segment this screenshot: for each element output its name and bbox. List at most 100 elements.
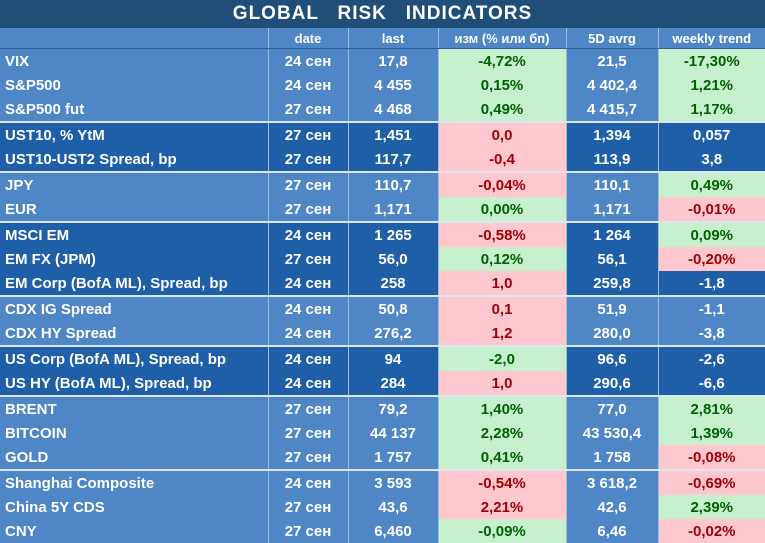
last-value-cell: 117,7 <box>347 147 438 172</box>
weekly-trend-cell: -6,6 <box>657 371 765 396</box>
date-cell: 24 сен <box>267 73 348 97</box>
indicator-name: MSCI EM <box>0 221 268 247</box>
header-weekly-trend: weekly trend <box>657 28 765 49</box>
last-value-cell: 17,8 <box>347 48 438 73</box>
avg-5d-cell: 56,1 <box>565 247 658 271</box>
change-cell: 0,1 <box>437 295 566 321</box>
last-value-cell: 56,0 <box>347 247 438 271</box>
weekly-trend-cell: 2,81% <box>657 395 765 421</box>
date-cell: 27 сен <box>267 147 348 172</box>
table-row: CDX HY Spread 24 сен 276,2 1,2 280,0 -3,8 <box>0 321 765 346</box>
date-cell: 27 сен <box>267 445 348 470</box>
weekly-trend-cell: 0,057 <box>657 121 765 147</box>
indicator-name: BITCOIN <box>0 421 268 445</box>
indicator-name: EUR <box>0 197 268 222</box>
avg-5d-cell: 259,8 <box>565 271 658 296</box>
last-value-cell: 276,2 <box>347 321 438 346</box>
weekly-trend-cell: -0,01% <box>657 197 765 222</box>
change-cell: 0,0 <box>437 121 566 147</box>
last-value-cell: 284 <box>347 371 438 396</box>
avg-5d-cell: 43 530,4 <box>565 421 658 445</box>
table-row: S&P500 24 сен 4 455 0,15% 4 402,4 1,21% <box>0 73 765 97</box>
change-cell: -0,54% <box>437 469 566 495</box>
date-cell: 27 сен <box>267 171 348 197</box>
table-row: EM Corp (BofA ML), Spread, bp 24 сен 258 1,… <box>0 271 765 296</box>
avg-5d-cell: 113,9 <box>565 147 658 172</box>
last-value-cell: 258 <box>347 271 438 296</box>
table-row: BITCOIN 27 сен 44 137 2,28% 43 530,4 1,39% <box>0 421 765 445</box>
avg-5d-cell: 280,0 <box>565 321 658 346</box>
date-cell: 27 сен <box>267 495 348 519</box>
change-cell: -0,04% <box>437 171 566 197</box>
change-cell: -0,09% <box>437 519 566 543</box>
header-last: last <box>347 28 438 49</box>
indicator-name: S&P500 fut <box>0 97 268 122</box>
weekly-trend-cell: -0,08% <box>657 445 765 470</box>
avg-5d-cell: 21,5 <box>565 48 658 73</box>
header-date: date <box>267 28 348 49</box>
table-row: US Corp (BofA ML), Spread, bp 24 сен 94 -2,… <box>0 345 765 371</box>
date-cell: 27 сен <box>267 395 348 421</box>
change-cell: 1,0 <box>437 271 566 296</box>
header-name <box>0 28 268 49</box>
avg-5d-cell: 290,6 <box>565 371 658 396</box>
date-cell: 24 сен <box>267 221 348 247</box>
table-row: UST10-UST2 Spread, bp 27 сен 117,7 -0,4 113,… <box>0 147 765 172</box>
weekly-trend-cell: 0,49% <box>657 171 765 197</box>
indicator-name: UST10-UST2 Spread, bp <box>0 147 268 172</box>
date-cell: 27 сен <box>267 247 348 271</box>
table-row: MSCI EM 24 сен 1 265 -0,58% 1 264 0,09% <box>0 221 765 247</box>
date-cell: 27 сен <box>267 519 348 543</box>
weekly-trend-cell: -17,30% <box>657 48 765 73</box>
indicator-name: China 5Y CDS <box>0 495 268 519</box>
weekly-trend-cell: -0,20% <box>657 247 765 271</box>
table-row: US HY (BofA ML), Spread, bp 24 сен 284 1,0 2… <box>0 371 765 396</box>
avg-5d-cell: 1 758 <box>565 445 658 470</box>
change-cell: 0,15% <box>437 73 566 97</box>
risk-indicators-table: date last изм (% или бп) 5D avrg weekly … <box>0 28 765 543</box>
last-value-cell: 43,6 <box>347 495 438 519</box>
change-cell: 0,00% <box>437 197 566 222</box>
date-cell: 27 сен <box>267 121 348 147</box>
avg-5d-cell: 3 618,2 <box>565 469 658 495</box>
avg-5d-cell: 1 264 <box>565 221 658 247</box>
change-cell: -0,58% <box>437 221 566 247</box>
weekly-trend-cell: -0,02% <box>657 519 765 543</box>
indicator-name: VIX <box>0 48 268 73</box>
last-value-cell: 3 593 <box>347 469 438 495</box>
date-cell: 24 сен <box>267 371 348 396</box>
indicator-name: JPY <box>0 171 268 197</box>
indicator-name: Shanghai Composite <box>0 469 268 495</box>
change-cell: 0,12% <box>437 247 566 271</box>
table-row: CNY 27 сен 6,460 -0,09% 6,46 -0,02% <box>0 519 765 543</box>
table-row: EUR 27 сен 1,171 0,00% 1,171 -0,01% <box>0 197 765 222</box>
weekly-trend-cell: -0,69% <box>657 469 765 495</box>
weekly-trend-cell: 2,39% <box>657 495 765 519</box>
last-value-cell: 44 137 <box>347 421 438 445</box>
weekly-trend-cell: -3,8 <box>657 321 765 346</box>
avg-5d-cell: 96,6 <box>565 345 658 371</box>
avg-5d-cell: 51,9 <box>565 295 658 321</box>
date-cell: 24 сен <box>267 469 348 495</box>
table-title: GLOBAL RISK INDICATORS <box>0 0 765 28</box>
date-cell: 24 сен <box>267 48 348 73</box>
table-row: VIX 24 сен 17,8 -4,72% 21,5 -17,30% <box>0 48 765 73</box>
last-value-cell: 1 757 <box>347 445 438 470</box>
table-row: GOLD 27 сен 1 757 0,41% 1 758 -0,08% <box>0 445 765 470</box>
date-cell: 24 сен <box>267 271 348 296</box>
header-5d-avg: 5D avrg <box>565 28 658 49</box>
last-value-cell: 79,2 <box>347 395 438 421</box>
indicator-name: UST10, % YtM <box>0 121 268 147</box>
weekly-trend-cell: 1,21% <box>657 73 765 97</box>
date-cell: 24 сен <box>267 321 348 346</box>
last-value-cell: 1 265 <box>347 221 438 247</box>
change-cell: 0,41% <box>437 445 566 470</box>
avg-5d-cell: 1,394 <box>565 121 658 147</box>
indicator-name: GOLD <box>0 445 268 470</box>
weekly-trend-cell: -1,1 <box>657 295 765 321</box>
header-change: изм (% или бп) <box>437 28 566 49</box>
weekly-trend-cell: -2,6 <box>657 345 765 371</box>
avg-5d-cell: 4 402,4 <box>565 73 658 97</box>
last-value-cell: 6,460 <box>347 519 438 543</box>
weekly-trend-cell: 3,8 <box>657 147 765 172</box>
